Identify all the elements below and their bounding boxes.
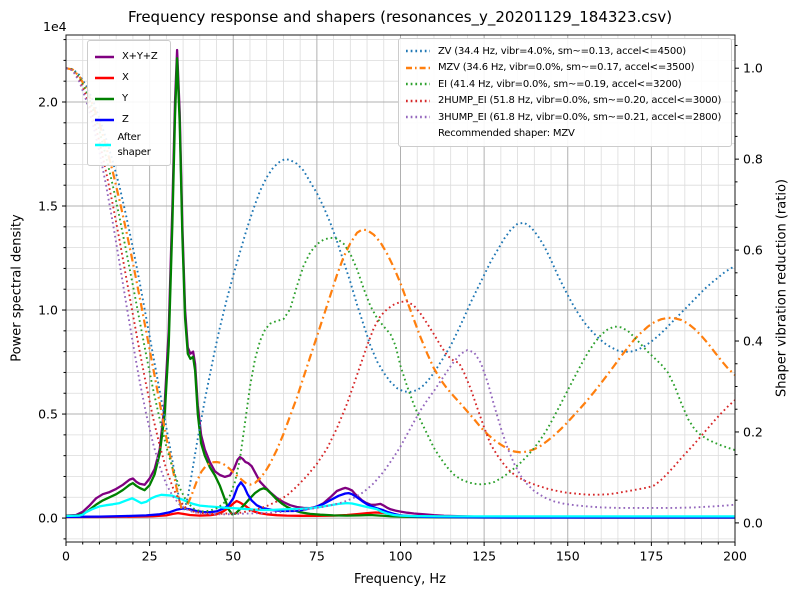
legend-entry: 2HUMP_EI (51.8 Hz, vibr=0.0%, sm~=0.20, … xyxy=(405,93,725,110)
y-right-tick-label: 0.0 xyxy=(743,515,763,530)
legend-entry: Z xyxy=(94,109,164,130)
series-psd-X+Y+Z xyxy=(65,48,735,519)
series-shaper-EI xyxy=(65,67,736,513)
x-tick-label: 75 xyxy=(309,549,325,564)
y-left-tick-label: 1.5 xyxy=(38,198,58,213)
legend-label: 2HUMP_EI (51.8 Hz, vibr=0.0%, sm~=0.20, … xyxy=(438,95,722,107)
y-left-tick-label: 2.0 xyxy=(38,94,58,109)
y-right-tick-label: 0.4 xyxy=(743,333,763,348)
y-axis-offset-label: 1e4 xyxy=(43,19,67,34)
legend-label: ZV (34.4 Hz, vibr=4.0%, sm~=0.13, accel<… xyxy=(438,45,686,57)
series-psd-After shaper xyxy=(65,493,735,518)
legend-line-sample-icon xyxy=(406,50,430,53)
y-right-tick-label: 0.6 xyxy=(743,242,763,257)
y-left-tick-label: 0.0 xyxy=(38,510,58,525)
series-psd-Z xyxy=(65,481,735,519)
legend-entry: After shaper xyxy=(94,130,164,160)
legend-line-sample-icon xyxy=(406,116,430,119)
legend-line-sample-icon xyxy=(95,118,114,121)
series-psd-Y xyxy=(65,57,735,519)
series xyxy=(65,48,736,519)
x-tick-label: 25 xyxy=(142,549,158,564)
legend-line-sample-icon xyxy=(406,66,430,69)
legend-line-sample-icon xyxy=(95,143,111,147)
tick-labels: 0 25 50 75 100 125 150 175 200 0.0 0.5 1.0 1.5 2.0 0.0… xyxy=(38,61,763,564)
series-shaper-MZV xyxy=(65,67,736,511)
legend-label: X xyxy=(122,72,129,83)
series-shaper-ZV xyxy=(65,67,736,511)
chart-title: Frequency response and shapers (resonanc… xyxy=(127,8,673,26)
legend-line-sample-icon xyxy=(406,99,430,102)
legend-line-sample-icon xyxy=(95,76,114,79)
x-tick-label: 0 xyxy=(62,549,70,564)
legend-line-sample-icon xyxy=(95,55,114,58)
legend-label: MZV (34.6 Hz, vibr=0.0%, sm~=0.17, accel… xyxy=(438,62,695,74)
axis-ticks xyxy=(62,39,739,546)
legend-label: EI (41.4 Hz, vibr=0.0%, sm~=0.19, accel<… xyxy=(438,78,682,90)
x-tick-label: 125 xyxy=(472,549,496,564)
x-tick-label: 50 xyxy=(225,549,241,564)
legend-line-sample-icon xyxy=(406,83,430,86)
legend-entry: 3HUMP_EI (61.8 Hz, vibr=0.0%, sm~=0.21, … xyxy=(405,109,725,126)
y-right-tick-label: 0.2 xyxy=(743,424,763,439)
legend-entry: MZV (34.6 Hz, vibr=0.0%, sm~=0.17, accel… xyxy=(405,60,725,77)
series-shaper-2HUMP_EI xyxy=(65,67,736,515)
x-tick-label: 150 xyxy=(556,549,580,564)
legend-psd: X+Y+Z X Y Z After shaper xyxy=(87,40,171,166)
legend-label: 3HUMP_EI (61.8 Hz, vibr=0.0%, sm~=0.21, … xyxy=(438,111,722,123)
legend-label: Z xyxy=(122,114,129,125)
legend-label: X+Y+Z xyxy=(122,51,158,62)
y-left-tick-label: 0.5 xyxy=(38,406,58,421)
legend-entry: Y xyxy=(94,88,164,109)
legend-entry: EI (41.4 Hz, vibr=0.0%, sm~=0.19, accel<… xyxy=(405,76,725,93)
x-tick-label: 175 xyxy=(639,549,663,564)
legend-label: After shaper xyxy=(117,132,151,158)
legend-entry: X xyxy=(94,67,164,88)
y-left-tick-label: 1.0 xyxy=(38,302,58,317)
x-tick-label: 100 xyxy=(389,549,413,564)
y-right-tick-label: 1.0 xyxy=(743,61,763,76)
recommended-shaper-text: Recommended shaper: MZV xyxy=(438,128,575,140)
x-tick-label: 200 xyxy=(723,549,747,564)
legend-entry: ZV (34.4 Hz, vibr=4.0%, sm~=0.13, accel<… xyxy=(405,43,725,60)
legend-line-sample-icon xyxy=(95,97,114,100)
legend-entry: X+Y+Z xyxy=(94,46,164,67)
y-right-tick-label: 0.8 xyxy=(743,152,763,167)
x-axis-label: Frequency, Hz xyxy=(353,572,447,587)
legend-label: Y xyxy=(122,93,128,104)
legend-shapers: ZV (34.4 Hz, vibr=4.0%, sm~=0.13, accel<… xyxy=(398,38,732,147)
